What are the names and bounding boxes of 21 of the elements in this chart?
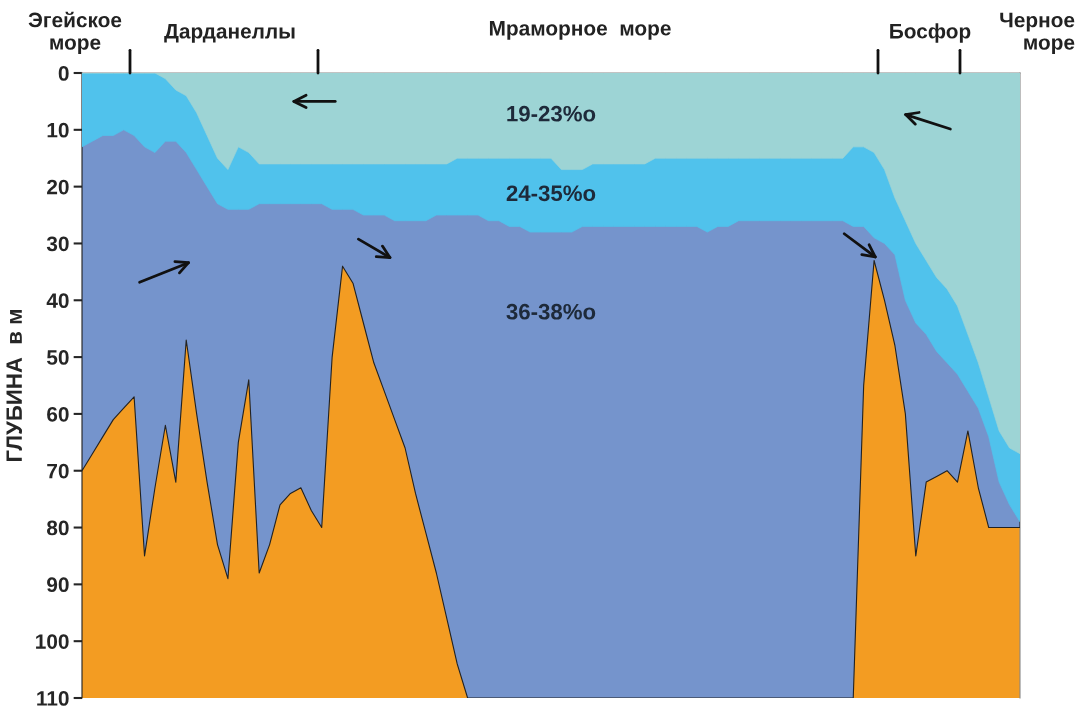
y-tick-label: 20 <box>47 179 69 195</box>
text: Эгейское море <box>28 11 122 54</box>
y-tick-label: 40 <box>46 293 69 309</box>
y-axis-title: ГЛУБИНА в м <box>6 309 23 462</box>
y-tick-label: 100 <box>36 634 69 649</box>
series-label: 19-23%о <box>507 105 596 122</box>
text: Дарданеллы <box>164 24 295 43</box>
y-tick-label: 50 <box>46 350 69 365</box>
y-tick-label: 110 <box>37 691 69 706</box>
y-tick-label: 70 <box>47 463 69 479</box>
text: Черное море <box>1000 12 1075 54</box>
series-label: 36-38%о <box>506 303 596 320</box>
y-tick-label: 10 <box>47 122 69 138</box>
y-tick-label: 30 <box>46 236 69 252</box>
y-tick-label: 0 <box>58 66 69 81</box>
text: Босфор <box>890 23 971 43</box>
text: Мраморное море <box>489 21 671 40</box>
series-label: 24-35%о <box>506 185 596 202</box>
y-tick-label: 90 <box>47 577 69 593</box>
y-tick-label: 80 <box>46 520 69 536</box>
y-tick-label: 60 <box>47 406 69 422</box>
